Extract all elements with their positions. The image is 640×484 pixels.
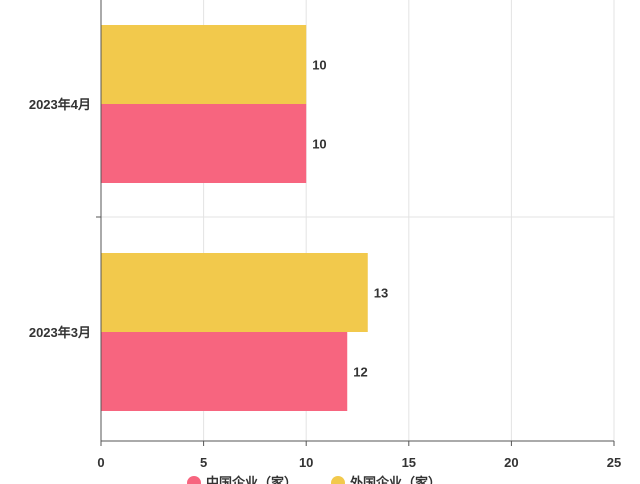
category-label: 2023年3月 <box>29 325 91 340</box>
legend: 中国企业（家） 外国企业（家） <box>187 475 441 484</box>
data-label: 13 <box>374 286 388 301</box>
x-tick-label: 20 <box>504 455 518 470</box>
legend-marker <box>187 476 201 484</box>
x-tick-label: 5 <box>200 455 207 470</box>
bar <box>101 253 368 332</box>
x-tick-label: 10 <box>299 455 313 470</box>
legend-label: 外国企业（家） <box>349 475 441 484</box>
data-label: 12 <box>353 365 367 380</box>
x-tick-label: 25 <box>607 455 621 470</box>
category-label: 2023年4月 <box>29 97 91 112</box>
bar <box>101 104 307 183</box>
legend-label: 中国企业（家） <box>206 475 297 484</box>
x-tick-label: 15 <box>402 455 416 470</box>
x-tick-label: 0 <box>97 455 104 470</box>
bars <box>101 25 368 411</box>
data-label: 10 <box>312 137 326 152</box>
axes <box>96 0 615 446</box>
data-label: 10 <box>312 58 326 73</box>
bar <box>101 25 307 104</box>
labels: 10 10 2023年4月 13 12 2023年3月 0 5 10 15 20 25 <box>29 58 621 471</box>
bar <box>101 332 348 411</box>
legend-marker <box>331 476 345 484</box>
